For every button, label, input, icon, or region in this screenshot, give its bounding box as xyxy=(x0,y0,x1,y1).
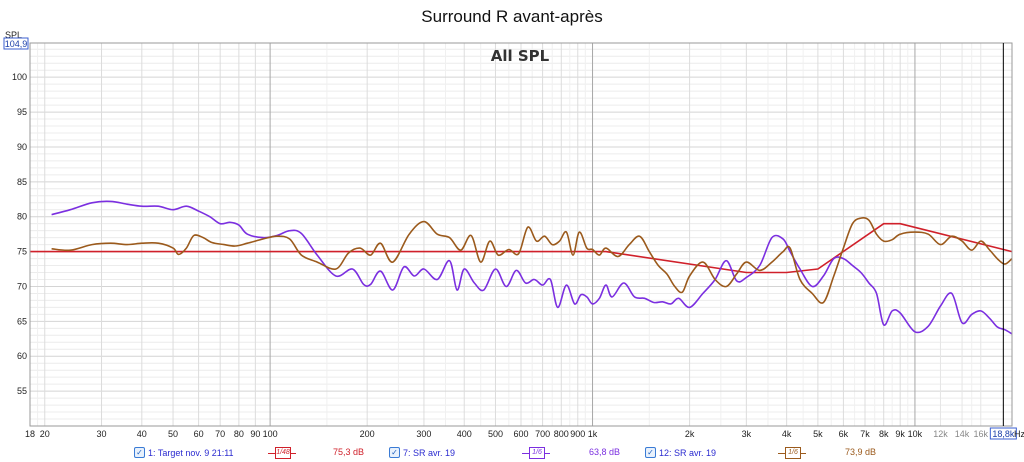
x-tick-label: 4k xyxy=(782,429,792,439)
frequency-response-chart: Surround R avant-après All SPL 55 60 65 70 7… xyxy=(3,7,1024,440)
smoothing-badge-target[interactable]: 1/48 xyxy=(268,447,296,459)
y-tick-label: 100 xyxy=(12,72,27,82)
legend-item-sr-12[interactable]: ✓ 12: SR avr. 19 xyxy=(645,447,716,458)
x-tick-label: 3k xyxy=(742,429,752,439)
x-max-box xyxy=(989,427,1017,440)
x-axis-unit: Hz xyxy=(1014,429,1024,439)
y-tick-label: 70 xyxy=(17,281,27,291)
x-tick-label: 900 xyxy=(570,429,585,439)
legend-label-sr-12: 12: SR avr. 19 xyxy=(659,447,717,458)
y-top-box xyxy=(3,37,29,50)
x-tick-label: 100 xyxy=(263,429,278,439)
x-tick-label: 80 xyxy=(234,429,244,439)
x-tick-label: 14k xyxy=(955,429,970,439)
chart-title: Surround R avant-après xyxy=(421,7,602,26)
x-tick-label: 16k xyxy=(973,429,988,439)
y-tick-label: 95 xyxy=(17,107,27,117)
x-max-value: 18,8k xyxy=(992,429,1015,439)
x-tick-label: 6k xyxy=(839,429,849,439)
legend-value-sr-12: 73,9 dB xyxy=(845,447,877,457)
y-tick-label: 60 xyxy=(17,351,27,361)
x-tick-label: 40 xyxy=(137,429,147,439)
x-tick-label: 7k xyxy=(860,429,870,439)
smoothing-badge-sr-7[interactable]: 1/6 xyxy=(522,447,550,459)
y-tick-label: 65 xyxy=(17,316,27,326)
y-axis-unit: SPL xyxy=(5,30,22,40)
x-tick-label: 9k xyxy=(895,429,905,439)
smoothing-value-sr-12: 1/6 xyxy=(785,447,801,459)
legend-item-sr-7[interactable]: ✓ 7: SR avr. 19 xyxy=(389,447,455,458)
x-tick-label: 50 xyxy=(168,429,178,439)
y-tick-label: 75 xyxy=(17,247,27,257)
legend-item-target[interactable]: ✓ 1: Target nov. 9 21:11 xyxy=(134,447,234,458)
x-tick-label: 90 xyxy=(250,429,260,439)
plot-frame xyxy=(29,42,1013,427)
legend-checkbox-sr-12[interactable]: ✓ xyxy=(645,447,656,458)
x-tick-label: 200 xyxy=(360,429,375,439)
x-tick-label: 5k xyxy=(813,429,823,439)
legend-value-target: 75,3 dB xyxy=(333,447,365,457)
legend-checkbox-sr-7[interactable]: ✓ xyxy=(389,447,400,458)
series-line-3 xyxy=(51,216,1013,304)
x-tick-label: 20 xyxy=(40,429,50,439)
x-tick-label: 300 xyxy=(416,429,431,439)
y-tick-label: 80 xyxy=(17,212,27,222)
x-tick-label: 700 xyxy=(535,429,550,439)
x-tick-label: 500 xyxy=(488,429,503,439)
x-tick-label: 70 xyxy=(215,429,225,439)
x-tick-label: 60 xyxy=(194,429,204,439)
x-tick-label: 18 xyxy=(25,429,35,439)
smoothing-value-sr-7: 1/6 xyxy=(529,447,545,459)
x-tick-label: 30 xyxy=(97,429,107,439)
x-tick-label: 1k xyxy=(588,429,598,439)
smoothing-value-target: 1/48 xyxy=(275,447,291,459)
x-tick-label: 8k xyxy=(879,429,889,439)
y-tick-label: 85 xyxy=(17,177,27,187)
x-tick-label: 2k xyxy=(685,429,695,439)
chart-subtitle: All SPL xyxy=(491,47,550,65)
legend-label-target: 1: Target nov. 9 21:11 xyxy=(148,447,234,458)
y-top-value: 104,9 xyxy=(5,39,28,49)
y-tick-label: 55 xyxy=(17,386,27,396)
series-line-2 xyxy=(51,200,1013,335)
x-tick-label: 12k xyxy=(933,429,948,439)
plot-grid xyxy=(29,43,1012,426)
plot-series xyxy=(30,200,1013,335)
smoothing-badge-sr-12[interactable]: 1/6 xyxy=(778,447,806,459)
legend: ✓ 1: Target nov. 9 21:11 1/48 75,3 dB ✓ … xyxy=(0,445,1024,462)
x-tick-label: 600 xyxy=(513,429,528,439)
y-tick-label: 90 xyxy=(17,142,27,152)
legend-value-sr-7: 63,8 dB xyxy=(589,447,621,457)
legend-label-sr-7: 7: SR avr. 19 xyxy=(403,447,456,458)
legend-checkbox-target[interactable]: ✓ xyxy=(134,447,145,458)
x-tick-label: 400 xyxy=(457,429,472,439)
series-line-1 xyxy=(30,222,1013,274)
x-tick-label: 800 xyxy=(554,429,569,439)
x-tick-label: 10k xyxy=(908,429,923,439)
